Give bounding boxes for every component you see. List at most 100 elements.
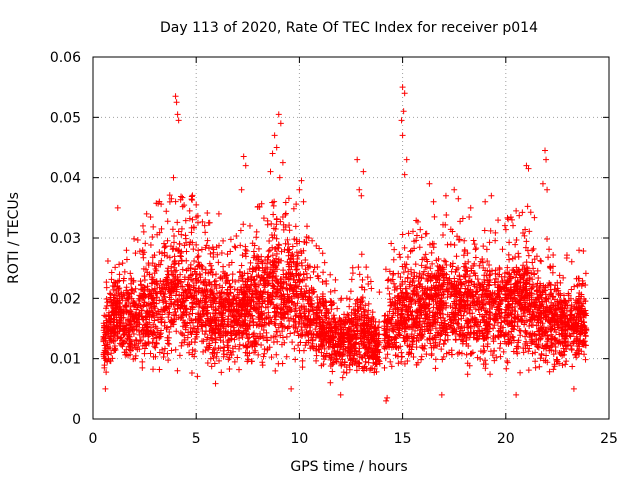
data-point: [466, 213, 473, 220]
data-point: [526, 322, 533, 329]
data-point: [386, 268, 393, 275]
data-point: [353, 367, 360, 374]
data-point: [455, 324, 462, 331]
data-point: [391, 246, 398, 253]
data-point: [497, 340, 504, 347]
data-point: [225, 342, 232, 349]
data-point: [418, 275, 425, 282]
data-point: [442, 258, 449, 265]
data-point: [166, 198, 173, 205]
data-point: [456, 349, 463, 356]
data-point: [260, 327, 267, 334]
data-point: [193, 241, 200, 248]
data-point: [132, 336, 139, 343]
data-point: [108, 269, 115, 276]
data-point: [271, 198, 278, 205]
data-point: [510, 334, 517, 341]
data-point: [166, 328, 173, 335]
data-point: [204, 360, 211, 367]
data-point: [122, 297, 129, 304]
data-point: [132, 250, 139, 257]
data-point: [465, 258, 472, 265]
data-point: [519, 209, 526, 216]
data-point: [213, 271, 220, 278]
data-point: [232, 244, 239, 251]
data-point: [192, 348, 199, 355]
data-point: [165, 265, 172, 272]
data-point: [108, 276, 115, 283]
data-point: [424, 258, 431, 265]
data-point: [386, 290, 393, 297]
data-point: [491, 322, 498, 329]
data-point: [181, 336, 188, 343]
data-point: [189, 216, 196, 223]
data-point: [550, 302, 557, 309]
data-point: [390, 256, 397, 263]
data-point: [131, 341, 138, 348]
data-point: [198, 338, 205, 345]
data-point: [210, 346, 217, 353]
data-point: [556, 272, 563, 279]
data-point: [398, 358, 405, 365]
data-point: [161, 345, 168, 352]
data-point: [220, 263, 227, 270]
data-point: [520, 349, 527, 356]
data-point: [292, 223, 299, 230]
data-point: [402, 265, 409, 272]
data-point: [127, 270, 134, 277]
data-point: [399, 263, 406, 270]
data-point: [410, 354, 417, 361]
data-point: [139, 364, 146, 371]
data-point: [204, 237, 211, 244]
data-point: [123, 256, 130, 263]
data-point: [497, 353, 504, 360]
data-point: [472, 246, 479, 253]
data-point: [258, 341, 265, 348]
data-point: [154, 281, 161, 288]
data-point: [537, 257, 544, 264]
data-point: [418, 356, 425, 363]
data-point: [384, 285, 391, 292]
data-point: [110, 286, 117, 293]
data-point: [265, 248, 272, 255]
data-point: [520, 230, 527, 237]
data-point: [218, 369, 225, 376]
data-point: [292, 313, 299, 320]
data-point: [274, 328, 281, 335]
data-point: [298, 303, 305, 310]
data-point: [173, 328, 180, 335]
data-point: [568, 258, 575, 265]
data-point: [291, 345, 298, 352]
data-point: [155, 316, 162, 323]
data-point: [507, 214, 514, 221]
data-point: [239, 252, 246, 259]
data-point: [432, 365, 439, 372]
data-point: [165, 314, 172, 321]
data-point: [273, 235, 280, 242]
data-point: [195, 325, 202, 332]
data-point: [431, 213, 438, 220]
data-point: [286, 222, 293, 229]
data-point: [376, 289, 383, 296]
data-point: [123, 284, 130, 291]
data-point: [530, 265, 537, 272]
data-point: [293, 249, 300, 256]
data-point: [178, 342, 185, 349]
data-point: [294, 328, 301, 335]
data-point: [515, 250, 522, 257]
data-point: [522, 226, 529, 233]
data-point: [141, 273, 148, 280]
data-point: [382, 355, 389, 362]
data-point: [532, 349, 539, 356]
data-point: [158, 225, 165, 232]
data-point: [532, 364, 539, 371]
data-point: [250, 319, 257, 326]
data-point: [132, 355, 139, 362]
data-point: [412, 327, 419, 334]
data-point: [269, 252, 276, 259]
data-point: [251, 349, 258, 356]
data-point: [399, 231, 406, 238]
data-point: [525, 348, 532, 355]
